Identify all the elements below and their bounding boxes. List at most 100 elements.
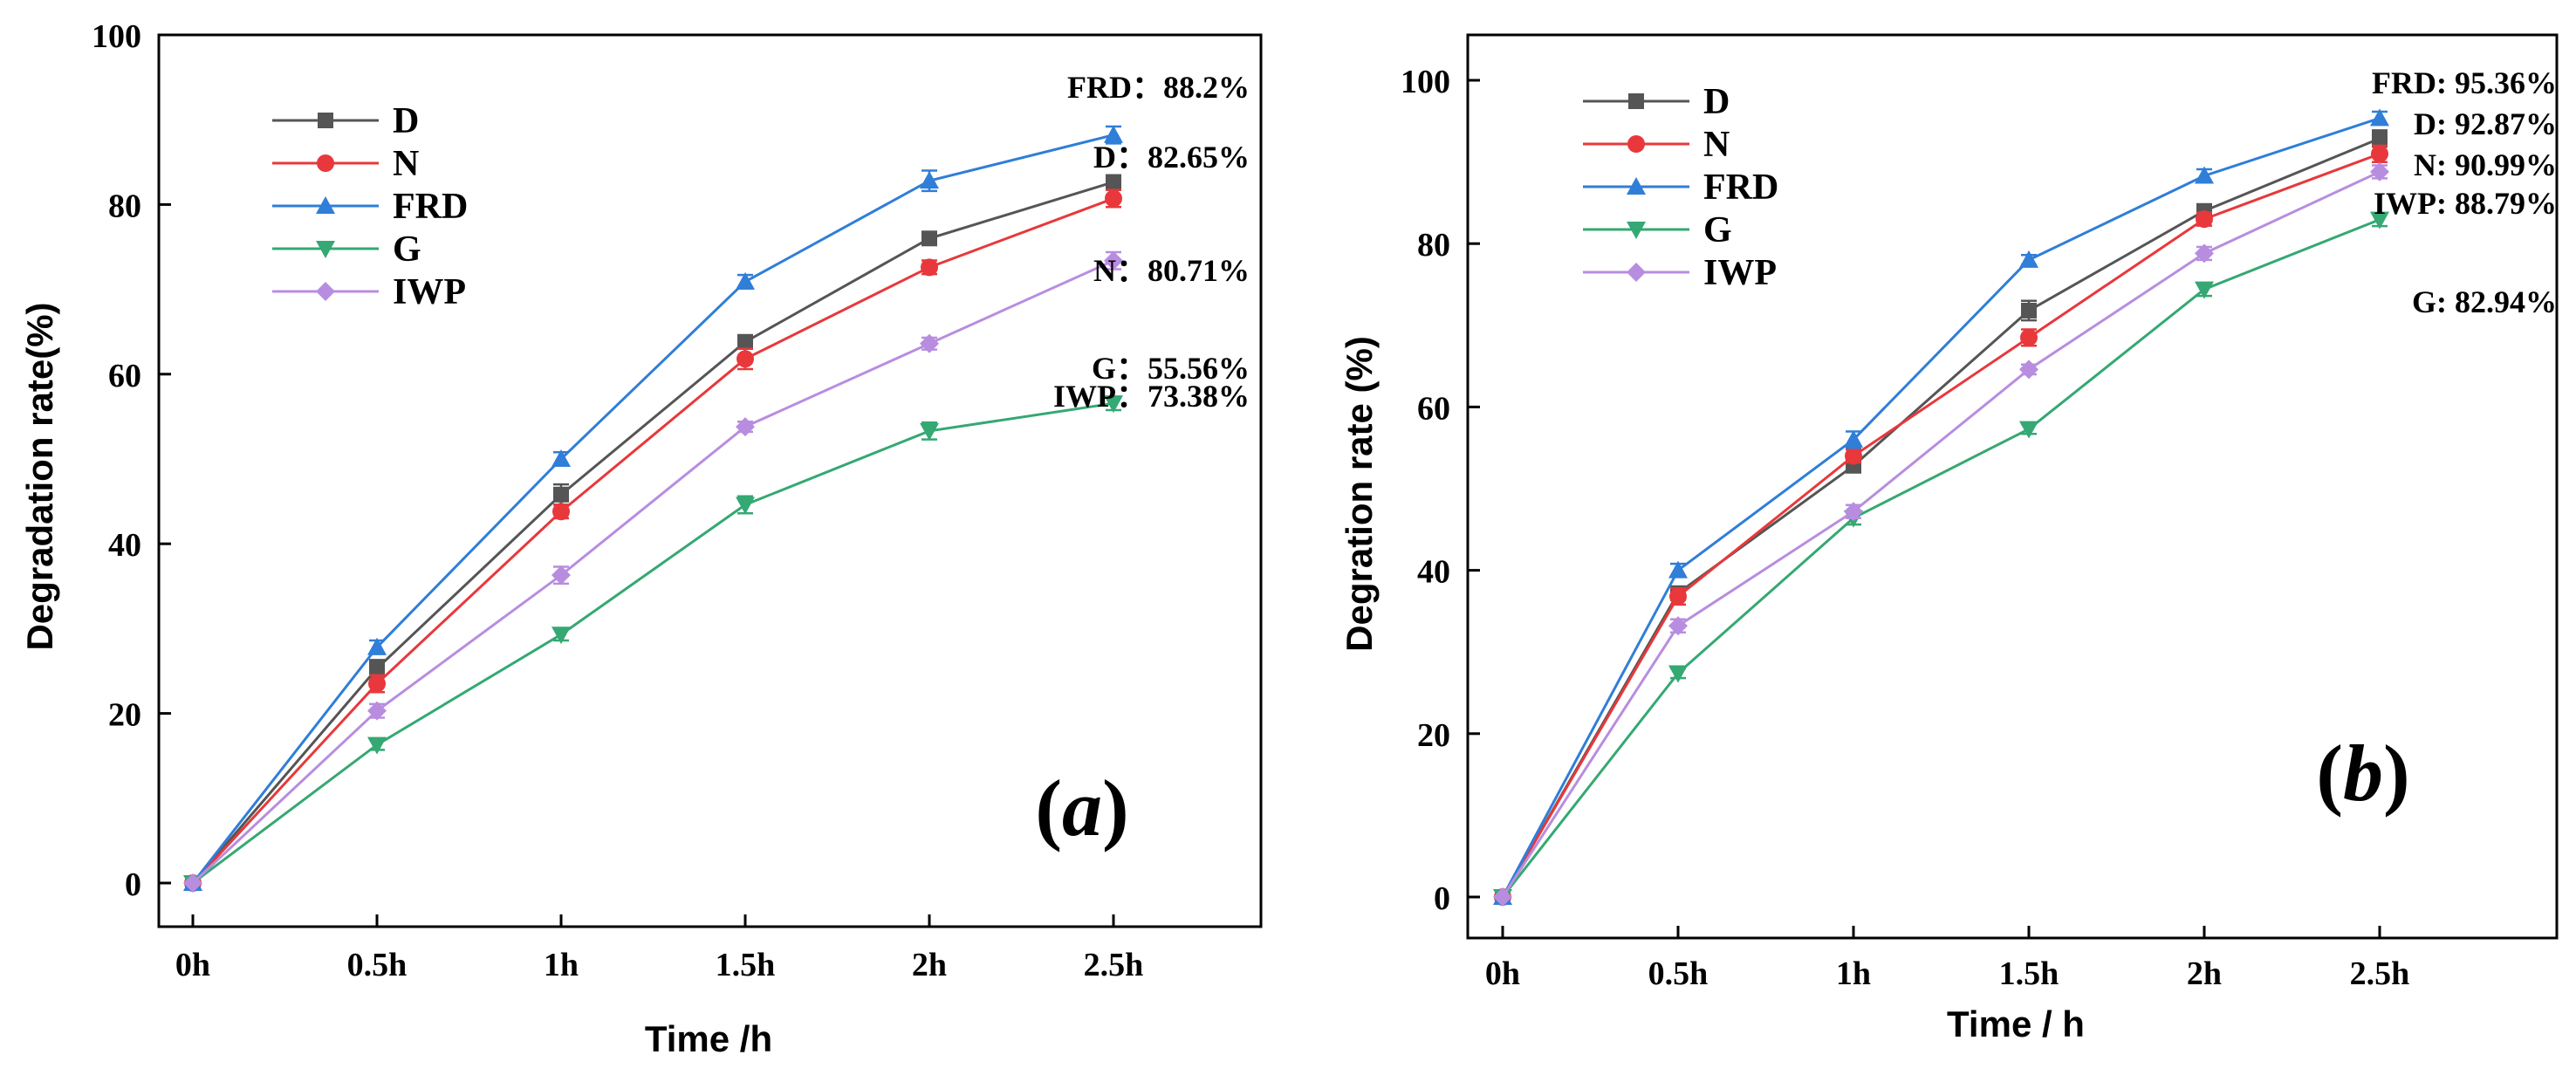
end-value-label: FRD: 95.36% [2372, 65, 2557, 100]
data-point [921, 230, 937, 247]
series-line-g [192, 401, 1114, 885]
legend-label-frd: FRD [393, 187, 468, 227]
series-line-d [1501, 137, 2381, 898]
end-value-label: IWP：73.38% [1053, 379, 1250, 414]
data-point [2195, 243, 2214, 264]
data-point [552, 503, 570, 521]
y-tick-label: 80 [1417, 227, 1450, 264]
data-point [921, 258, 938, 277]
series-n [184, 188, 1122, 892]
series-line-n [1501, 152, 2381, 898]
data-point [2020, 328, 2038, 346]
legend-label-g: G [393, 229, 421, 270]
legend-label-iwp: IWP [1703, 253, 1777, 293]
legend-label-d: D [1703, 82, 1730, 122]
x-tick-label: 1.5h [716, 947, 776, 983]
legend-label-n: N [1703, 125, 1730, 165]
series-line-frd [1501, 117, 2381, 898]
data-point [2195, 281, 2214, 299]
data-point [2019, 421, 2038, 439]
end-value-label: FRD：88.2% [1067, 70, 1250, 105]
x-tick-label: 1h [544, 947, 579, 983]
x-tick-label: 0h [175, 947, 210, 983]
y-tick-label: 0 [1434, 880, 1450, 917]
y-tick-label: 40 [1417, 554, 1450, 591]
y-tick-label: 20 [108, 697, 141, 734]
legend-label-frd: FRD [1703, 168, 1778, 208]
x-tick-label: 2.5h [1084, 947, 1144, 983]
x-tick-label: 1h [1836, 955, 1871, 992]
series-n [1494, 144, 2388, 906]
data-point [1668, 665, 1688, 683]
chart-panel-b: 0 20 40 60 80 100 0h 0.5h 1h 1.5h 2h 2.5h Time / h De… [1339, 33, 2559, 1044]
data-point [2370, 108, 2389, 127]
legend-label-n: N [393, 144, 419, 184]
x-tick-label: 0.5h [347, 947, 408, 983]
data-point [920, 171, 939, 189]
data-point [2370, 161, 2389, 181]
legend-label-iwp: IWP [393, 272, 466, 312]
plot-frame [157, 33, 1263, 928]
x-tick-label: 2.5h [2350, 955, 2410, 992]
data-point [369, 661, 385, 677]
data-point [1844, 502, 1863, 522]
series-line-iwp [1501, 170, 2381, 898]
x-tick-label: 2h [912, 947, 947, 983]
x-axis-title: Time /h [645, 1018, 772, 1059]
legend-marker [1627, 177, 1646, 195]
y-axis-title: Degradation rate(%) [19, 302, 60, 650]
series-line-g [1501, 218, 2381, 898]
data-point [1668, 560, 1688, 579]
data-point [736, 417, 755, 437]
series-line-d [191, 181, 1114, 884]
legend-marker [316, 282, 335, 301]
y-axis-title: Degration rate (%) [1339, 336, 1380, 652]
legend-marker [316, 196, 335, 214]
series-iwp [1493, 161, 2389, 907]
legend-marker [317, 154, 334, 172]
data-point [553, 486, 569, 503]
chart-panel-a: 0 20 40 60 80 100 0h 0.5h 1h 1.5h 2h 2.5h Time /h Deg… [19, 18, 1263, 1059]
x-tick-label: 0.5h [1648, 955, 1709, 992]
data-point [1668, 616, 1688, 636]
data-point [2371, 145, 2388, 163]
end-value-label: G：55.56% [1092, 351, 1250, 386]
panel-tag: (a) [1035, 763, 1128, 852]
data-point [737, 333, 753, 350]
data-point [367, 736, 387, 755]
end-value-label: N: 90.99% [2414, 147, 2557, 182]
data-point [2196, 210, 2213, 229]
data-point [552, 449, 571, 467]
data-point [736, 271, 755, 290]
data-point [2021, 302, 2037, 318]
end-value-label: D: 92.87% [2414, 106, 2557, 141]
data-point [1493, 887, 1512, 907]
legend-marker [318, 113, 333, 128]
legend-label-d: D [393, 101, 419, 141]
panel-tag-letter: b [2343, 729, 2383, 818]
series-line-n [191, 197, 1114, 885]
data-point [1106, 174, 1121, 190]
data-point [552, 627, 571, 645]
legend-marker [1628, 93, 1644, 109]
data-point [2195, 166, 2214, 184]
data-point [2372, 130, 2388, 147]
data-point [552, 565, 571, 585]
data-point [920, 422, 939, 441]
data-point [1844, 429, 1863, 448]
y-tick-label: 100 [92, 18, 141, 55]
series-line-iwp [191, 259, 1114, 885]
y-tick-label: 100 [1401, 64, 1450, 100]
x-axis-title: Time / h [1947, 1003, 2085, 1044]
data-point [2019, 359, 2038, 380]
end-value-label: G: 82.94% [2412, 284, 2557, 319]
y-tick-label: 40 [108, 527, 141, 564]
legend-marker [316, 241, 335, 258]
panel-tag-letter: a [1062, 763, 1102, 852]
data-point [1669, 587, 1687, 606]
series-line-frd [191, 134, 1114, 884]
panel-tag: (b) [2316, 729, 2409, 818]
legend-marker [1627, 222, 1646, 239]
